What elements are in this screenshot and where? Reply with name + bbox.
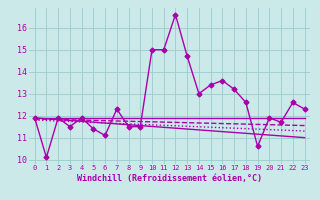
X-axis label: Windchill (Refroidissement éolien,°C): Windchill (Refroidissement éolien,°C) [77,174,262,183]
